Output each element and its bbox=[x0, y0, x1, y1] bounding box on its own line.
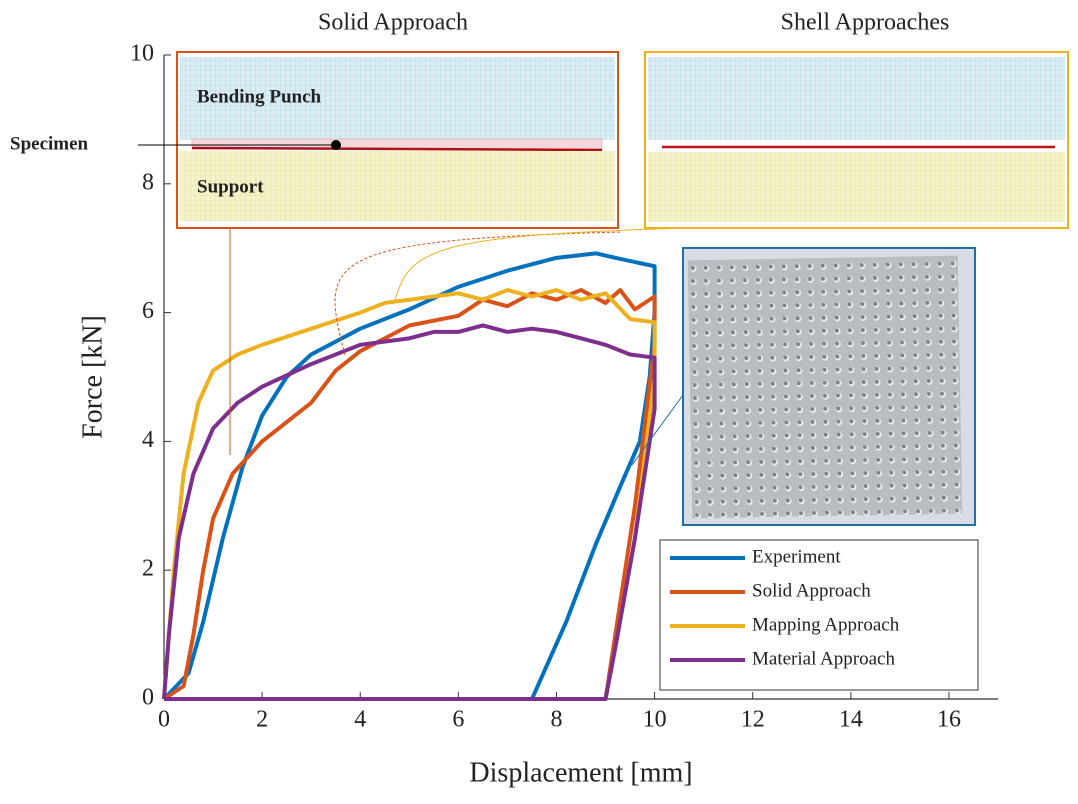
x-tick-label: 6 bbox=[452, 707, 464, 733]
y-tick-label: 0 bbox=[142, 685, 154, 711]
legend: Experiment Solid Approach Mapping Approach… bbox=[660, 540, 978, 690]
annotation: Shell Approaches bbox=[781, 10, 950, 36]
x-tick-label: 8 bbox=[550, 707, 562, 733]
data-line bbox=[164, 325, 655, 699]
x-tick-label: 10 bbox=[643, 707, 667, 733]
annotation: Specimen bbox=[10, 133, 89, 154]
x-tick-label: 12 bbox=[741, 707, 765, 733]
y-axis-label: Force [kN] bbox=[77, 315, 108, 439]
data-line bbox=[164, 253, 655, 699]
x-tick-label: 0 bbox=[158, 707, 170, 733]
annotation: Solid Approach bbox=[318, 10, 468, 36]
y-tick-label: 2 bbox=[142, 556, 154, 582]
annotation: Support bbox=[197, 176, 264, 197]
x-tick-label: 16 bbox=[937, 707, 961, 733]
specimen-photo bbox=[632, 248, 975, 525]
legend-label: Solid Approach bbox=[752, 580, 871, 601]
x-tick-label: 2 bbox=[256, 707, 268, 733]
y-tick-label: 6 bbox=[142, 298, 154, 324]
x-tick-label: 14 bbox=[839, 707, 863, 733]
x-tick-label: 4 bbox=[354, 707, 366, 733]
solid-inset bbox=[138, 52, 620, 455]
data-line bbox=[164, 290, 655, 699]
legend-label: Material Approach bbox=[752, 648, 895, 669]
legend-label: Mapping Approach bbox=[752, 614, 900, 635]
chart: 0 2 4 6 8 10 12 14 16 0 2 4 6 8 10 Solid Approach Shel… bbox=[0, 0, 1078, 799]
legend-label: Experiment bbox=[752, 546, 841, 567]
data-line bbox=[164, 290, 655, 699]
y-tick-label: 4 bbox=[142, 427, 154, 453]
x-axis-label: Displacement [mm] bbox=[469, 757, 692, 788]
y-tick-label: 10 bbox=[130, 41, 154, 67]
annotation: Bending Punch bbox=[197, 86, 322, 107]
y-tick-label: 8 bbox=[142, 169, 154, 195]
